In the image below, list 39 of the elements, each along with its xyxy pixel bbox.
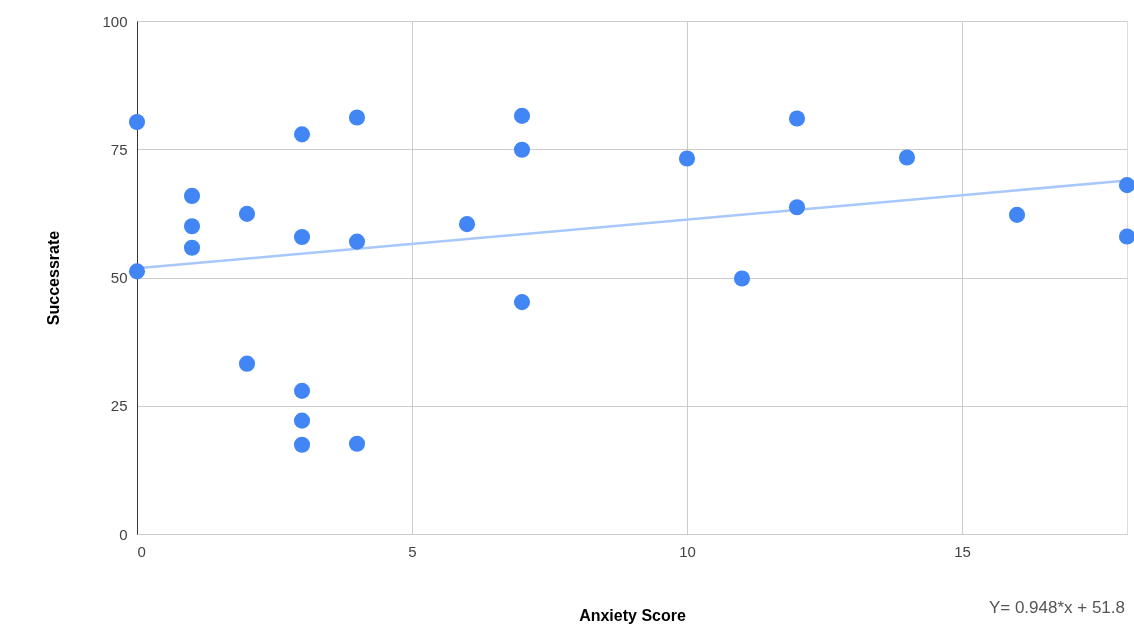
- x-tick-label: 15: [954, 542, 971, 560]
- point: [678, 150, 696, 167]
- x-tick-label: 5: [408, 542, 417, 560]
- point: [128, 114, 146, 131]
- point: [128, 263, 146, 280]
- point: [513, 107, 531, 124]
- point: [1118, 228, 1134, 245]
- point: [238, 205, 256, 222]
- y-axis-title: Successrate: [45, 230, 63, 326]
- y-tick-label: 50: [110, 269, 128, 286]
- point: [293, 436, 311, 453]
- x-axis-title: Anxiety Score: [579, 606, 686, 624]
- point: [898, 149, 916, 166]
- y-tick-label: 75: [110, 140, 128, 158]
- text: Y= 0.948*x + 51.8: [988, 598, 1125, 617]
- x-tick-label: 0: [137, 542, 146, 560]
- point: [458, 216, 476, 233]
- point: [293, 228, 311, 246]
- point: [293, 382, 311, 399]
- y-tick-label: 100: [102, 12, 128, 30]
- point: [183, 218, 201, 235]
- point: [183, 239, 201, 256]
- point: [348, 233, 366, 250]
- point: [788, 110, 806, 127]
- point: [348, 109, 366, 126]
- point: [733, 270, 751, 287]
- point: [1008, 206, 1026, 223]
- y-tick-label: 0: [119, 525, 128, 543]
- point: [183, 187, 201, 204]
- point: [788, 199, 806, 216]
- point: [348, 435, 366, 452]
- point: [293, 412, 311, 429]
- point: [513, 294, 531, 311]
- x-tick-label: 10: [679, 542, 696, 560]
- point: [513, 141, 531, 158]
- point: [1118, 177, 1134, 194]
- point: [293, 126, 311, 143]
- y-tick-label: 25: [110, 397, 128, 415]
- point: [238, 355, 256, 372]
